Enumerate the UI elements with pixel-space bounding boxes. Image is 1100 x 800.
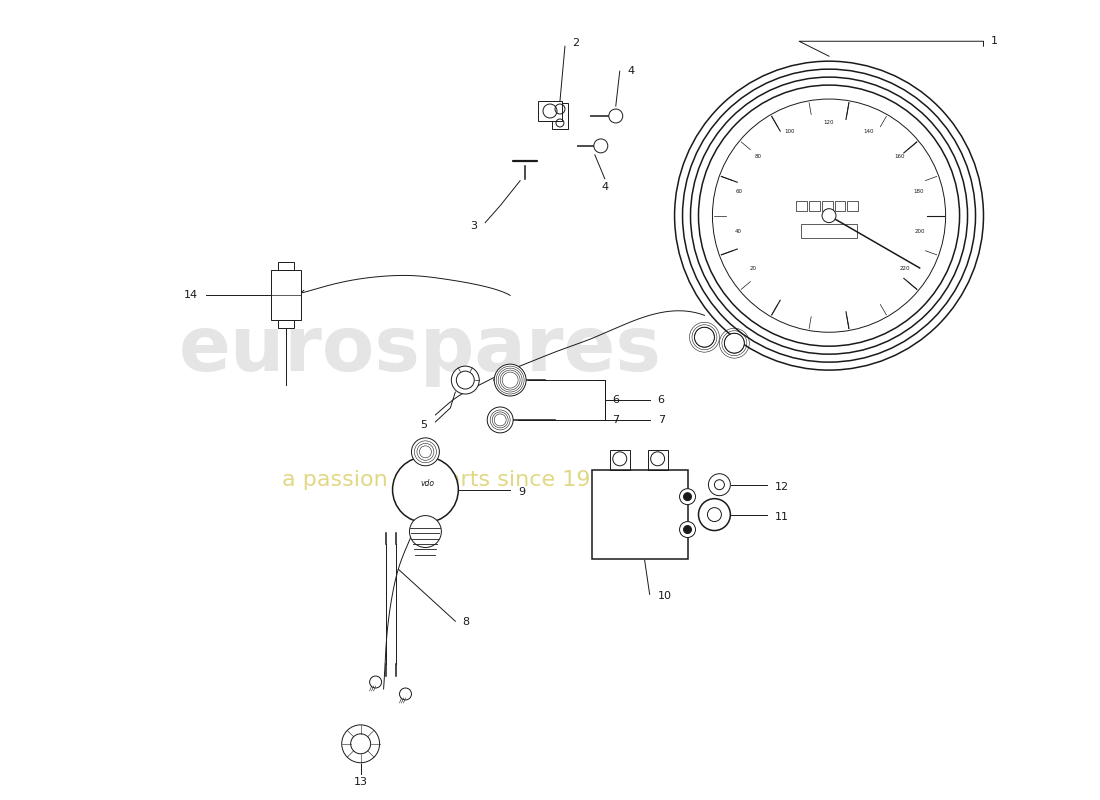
Text: 7: 7 xyxy=(658,415,664,425)
Text: 14: 14 xyxy=(184,290,198,300)
Text: vdo: vdo xyxy=(420,479,434,488)
Text: 1: 1 xyxy=(990,36,998,46)
Text: 6: 6 xyxy=(612,395,619,405)
Text: 13: 13 xyxy=(354,777,367,786)
Text: 20: 20 xyxy=(749,266,757,271)
Text: 9: 9 xyxy=(518,486,525,497)
Bar xyxy=(835,201,846,210)
Bar xyxy=(278,320,294,328)
Circle shape xyxy=(451,366,480,394)
Text: 160: 160 xyxy=(894,154,905,158)
Bar xyxy=(538,101,562,121)
Circle shape xyxy=(370,676,382,688)
Text: 10: 10 xyxy=(658,591,672,602)
Bar xyxy=(795,201,806,210)
Bar xyxy=(609,450,629,470)
Text: 3: 3 xyxy=(471,221,477,230)
Circle shape xyxy=(494,364,526,396)
Circle shape xyxy=(714,480,725,490)
Circle shape xyxy=(411,438,439,466)
Bar xyxy=(271,270,301,320)
Text: 5: 5 xyxy=(420,420,428,430)
Text: 40: 40 xyxy=(735,230,741,234)
Circle shape xyxy=(698,498,730,530)
Circle shape xyxy=(822,209,836,222)
Bar xyxy=(648,450,668,470)
Text: 7: 7 xyxy=(612,415,619,425)
Circle shape xyxy=(713,99,946,332)
Circle shape xyxy=(674,61,983,370)
Circle shape xyxy=(393,457,459,522)
Circle shape xyxy=(683,526,692,534)
Circle shape xyxy=(409,515,441,547)
Circle shape xyxy=(694,327,714,347)
Text: 8: 8 xyxy=(462,618,470,627)
Text: 11: 11 xyxy=(776,511,789,522)
Text: a passion for parts since 1985: a passion for parts since 1985 xyxy=(282,470,619,490)
Text: 80: 80 xyxy=(755,154,761,158)
Text: 12: 12 xyxy=(776,482,790,492)
Text: 200: 200 xyxy=(915,230,925,234)
Text: 120: 120 xyxy=(824,121,834,126)
Bar xyxy=(592,470,688,559)
Circle shape xyxy=(399,688,411,700)
Text: eurospares: eurospares xyxy=(179,313,662,387)
Circle shape xyxy=(594,139,608,153)
Text: 4: 4 xyxy=(628,66,635,76)
Bar xyxy=(552,103,568,129)
Bar xyxy=(847,201,858,210)
Circle shape xyxy=(608,109,623,123)
Bar xyxy=(801,224,857,238)
Text: 220: 220 xyxy=(900,266,910,271)
Circle shape xyxy=(725,334,745,353)
Bar xyxy=(822,201,833,210)
Circle shape xyxy=(487,407,513,433)
Text: 180: 180 xyxy=(913,189,924,194)
Text: 100: 100 xyxy=(784,129,795,134)
Circle shape xyxy=(351,734,371,754)
Text: 4: 4 xyxy=(602,182,608,192)
Text: 60: 60 xyxy=(736,189,743,194)
Bar xyxy=(808,201,820,210)
Circle shape xyxy=(680,522,695,538)
Circle shape xyxy=(708,474,730,496)
Circle shape xyxy=(707,508,722,522)
Circle shape xyxy=(342,725,380,762)
Text: 2: 2 xyxy=(572,38,579,48)
Text: 6: 6 xyxy=(658,395,664,405)
Bar xyxy=(278,262,294,270)
Circle shape xyxy=(680,489,695,505)
Circle shape xyxy=(683,493,692,501)
Text: 140: 140 xyxy=(862,129,873,134)
